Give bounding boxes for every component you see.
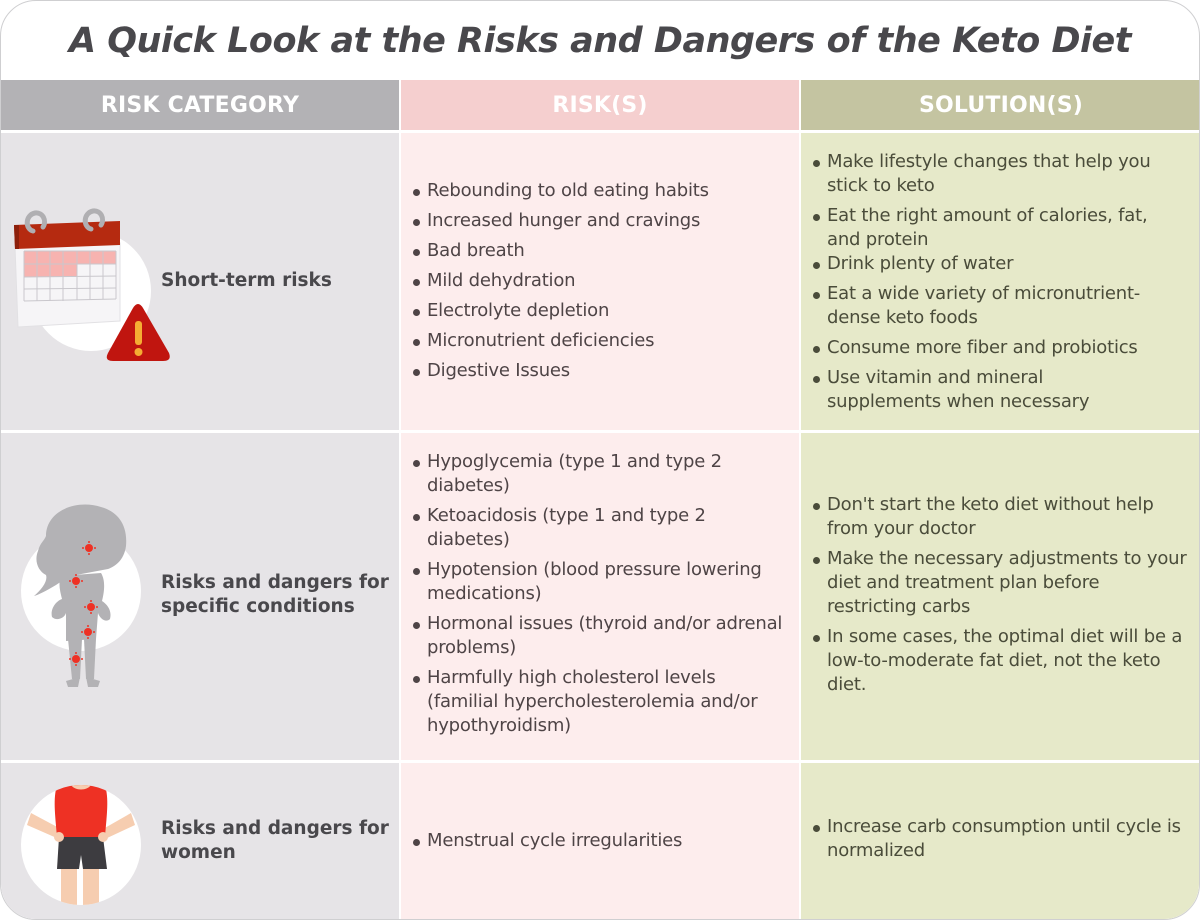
risk-item: Rebounding to old eating habits (411, 179, 791, 203)
solution-item: Drink plenty of water (811, 252, 1161, 276)
solutions-list: Make lifestyle changes that help you sti… (811, 150, 1161, 420)
solutions-list: Don't start the keto diet without help f… (811, 493, 1193, 703)
risks-list: Menstrual cycle irregularities (411, 829, 791, 859)
risk-item: Mild dehydration (411, 269, 791, 293)
solution-item: Consume more fiber and probiotics (811, 336, 1161, 360)
solutions-cell-specific-conditions: Don't start the keto diet without help f… (801, 433, 1199, 760)
solution-item: Eat the right amount of calories, fat, a… (811, 204, 1161, 252)
solution-item: Use vitamin and mineral supplements when… (811, 366, 1161, 414)
risks-list: Hypoglycemia (type 1 and type 2 diabetes… (411, 450, 791, 744)
risk-item: Bad breath (411, 239, 791, 263)
calendar-alert-icon (14, 208, 170, 361)
solution-item: Increase carb consumption until cycle is… (811, 815, 1181, 863)
header-solutions: SOLUTION(S) (801, 80, 1199, 130)
solution-item: Don't start the keto diet without help f… (811, 493, 1193, 541)
solution-item: In some cases, the optimal diet will be … (811, 625, 1193, 697)
risk-item: Hypoglycemia (type 1 and type 2 diabetes… (411, 450, 791, 498)
solution-item: Make the necessary adjustments to your d… (811, 547, 1193, 619)
solutions-cell-women: Increase carb consumption until cycle is… (801, 763, 1199, 919)
risk-item: Hypotension (blood pressure lowering med… (411, 558, 791, 606)
risk-item: Hormonal issues (thyroid and/or adrenal … (411, 612, 791, 660)
solutions-cell-short-term: Make lifestyle changes that help you sti… (801, 133, 1199, 430)
risks-list: Rebounding to old eating habits Increase… (411, 179, 791, 389)
solution-item: Make lifestyle changes that help you sti… (811, 150, 1161, 198)
solution-item: Eat a wide variety of micronutrient-dens… (811, 282, 1161, 330)
risk-item: Increased hunger and cravings (411, 209, 791, 233)
category-cell-short-term: Short-term risks (1, 133, 399, 430)
risk-item: Ketoacidosis (type 1 and type 2 diabetes… (411, 504, 791, 552)
category-label: Short-term risks (161, 270, 332, 291)
category-cell-specific-conditions: Risks and dangers for specific condition… (1, 433, 399, 760)
category-cell-women: Risks and dangers for women (1, 763, 399, 919)
category-label: Risks and dangers for women (161, 818, 389, 863)
risk-item: Menstrual cycle irregularities (411, 829, 791, 853)
risks-cell-specific-conditions: Hypoglycemia (type 1 and type 2 diabetes… (401, 433, 799, 760)
risk-item: Harmfully high cholesterol levels (famil… (411, 666, 791, 738)
risk-item: Electrolyte depletion (411, 299, 791, 323)
header-risk-category: RISK CATEGORY (1, 80, 399, 130)
header-risks: RISK(S) (401, 80, 799, 130)
risks-cell-short-term: Rebounding to old eating habits Increase… (401, 133, 799, 430)
risk-item: Digestive Issues (411, 359, 791, 383)
woman-torso-icon (21, 785, 141, 905)
risk-item: Micronutrient deficiencies (411, 329, 791, 353)
risk-table: RISK CATEGORY RISK(S) SOLUTION(S) (1, 80, 1199, 919)
risks-cell-women: Menstrual cycle irregularities (401, 763, 799, 919)
solutions-list: Increase carb consumption until cycle is… (811, 815, 1181, 869)
page-title: A Quick Look at the Risks and Dangers of… (68, 21, 1132, 61)
category-label: Risks and dangers for specific condition… (161, 572, 389, 617)
body-pain-points-icon (21, 504, 141, 687)
